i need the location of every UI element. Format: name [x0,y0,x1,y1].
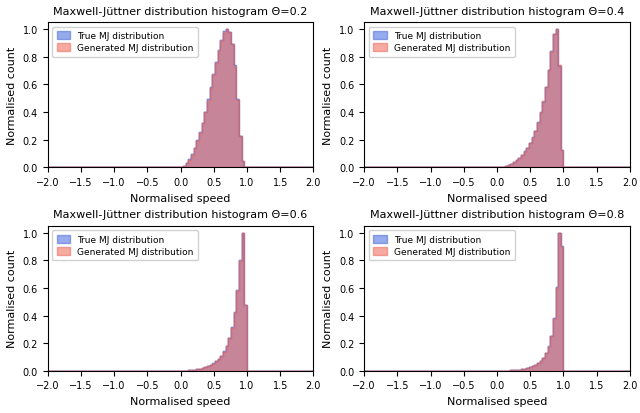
Legend: True MJ distribution, Generated MJ distribution: True MJ distribution, Generated MJ distr… [52,28,198,58]
X-axis label: Normalised speed: Normalised speed [447,396,547,406]
X-axis label: Normalised speed: Normalised speed [131,396,230,406]
Y-axis label: Normalised count: Normalised count [323,249,333,348]
Y-axis label: Normalised count: Normalised count [7,249,17,348]
Legend: True MJ distribution, Generated MJ distribution: True MJ distribution, Generated MJ distr… [369,231,515,261]
X-axis label: Normalised speed: Normalised speed [131,193,230,203]
Y-axis label: Normalised count: Normalised count [7,47,17,145]
Title: Maxwell-Jüttner distribution histogram Θ=0.6: Maxwell-Jüttner distribution histogram Θ… [53,210,308,220]
Legend: True MJ distribution, Generated MJ distribution: True MJ distribution, Generated MJ distr… [52,231,198,261]
Title: Maxwell-Jüttner distribution histogram Θ=0.8: Maxwell-Jüttner distribution histogram Θ… [370,210,624,220]
Legend: True MJ distribution, Generated MJ distribution: True MJ distribution, Generated MJ distr… [369,28,515,58]
Title: Maxwell-Jüttner distribution histogram Θ=0.4: Maxwell-Jüttner distribution histogram Θ… [370,7,624,17]
Y-axis label: Normalised count: Normalised count [323,47,333,145]
X-axis label: Normalised speed: Normalised speed [447,193,547,203]
Title: Maxwell-Jüttner distribution histogram Θ=0.2: Maxwell-Jüttner distribution histogram Θ… [53,7,308,17]
